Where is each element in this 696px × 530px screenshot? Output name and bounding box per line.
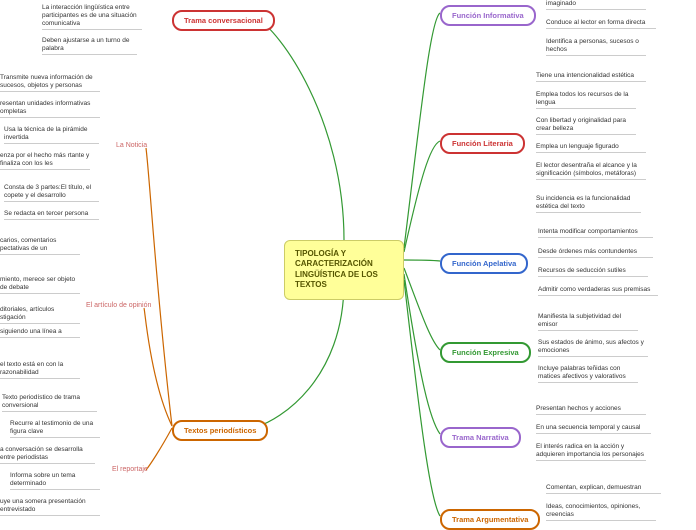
leaf-right-20: Ideas, conocimientos, opiniones, creenci… [546,503,656,519]
leaf-right-4: Emplea todos los recursos de la lengua [536,91,636,107]
leaf-right-16: Presentan hechos y acciones [536,405,646,413]
sublabel-la_noticia: La Noticia [116,142,147,149]
connector-9 [146,148,172,426]
branch-trama_narr: Trama Narrativa [440,427,521,448]
connector-1 [256,282,344,427]
leaf-right-5: Con libertad y originalidad para crear b… [536,117,636,133]
center-title: TIPOLOGÍA Y CARACTERIZACIÓN LINGÜÍSTICA … [295,249,378,289]
leaf-left-11: siguiendo una línea a [0,328,80,336]
sublabel-el_reportaje: El reportaje [112,466,148,473]
leaf-right-6: Emplea un lenguaje figurado [536,143,646,151]
connector-5 [404,268,440,350]
connector-3 [404,141,440,252]
leaf-left-12: el texto está en con la razonabilidad [0,361,80,377]
leaf-left-15: a conversación se desarrolla entre perio… [0,446,95,462]
leaf-left-4: Usa la técnica de la pirámide invertida [4,126,99,142]
leaf-right-14: Sus estados de ánimo, sus afectos y emoc… [538,339,648,355]
leaf-left-1: Deben ajustarse a un turno de palabra [42,37,137,53]
leaf-left-3: resentan unidades informativas ompletas [0,100,100,116]
leaf-left-5: enza por el hecho más rtante y finaliza … [0,152,90,168]
leaf-right-12: Admitir como verdaderas sus premisas [538,286,658,294]
leaf-right-3: Tiene una intencionalidad estética [536,72,646,80]
branch-trama_conv: Trama conversacional [172,10,275,31]
leaf-left-7: Se redacta en tercer persona [4,210,99,218]
connector-7 [404,280,440,516]
leaf-right-0: imaginado [546,0,646,8]
leaf-right-10: Desde órdenes más contundentes [538,248,653,256]
center-node: TIPOLOGÍA Y CARACTERIZACIÓN LINGÜÍSTICA … [284,240,404,300]
branch-func_expr: Función Expresiva [440,342,531,363]
connector-0 [256,18,344,240]
leaf-left-13: Texto periodístico de trama conversional [2,394,97,410]
leaf-left-0: La interacción lingüística entre partici… [42,4,142,28]
leaf-right-2: Identifica a personas, sucesos o hechos [546,38,646,54]
leaf-left-17: uye una somera presentación entrevistado [0,498,100,514]
leaf-right-15: Incluye palabras teñidas con matices afe… [538,365,638,381]
leaf-right-9: Intenta modificar comportamientos [538,228,653,236]
leaf-left-9: miento, merece ser objeto de debate [0,276,80,292]
connector-8 [144,308,172,426]
leaf-right-17: En una secuencia temporal y causal [536,424,651,432]
branch-textos_per: Textos periodísticos [172,420,268,441]
leaf-left-10: ditoriales, artículos stigación [0,306,80,322]
leaf-right-11: Recursos de seducción sutiles [538,267,648,275]
leaf-left-6: Consta de 3 partes:El título, el copete … [4,184,99,200]
leaf-right-18: El interés radica en la acción y adquier… [536,443,646,459]
leaf-right-1: Conduce al lector en forma directa [546,19,656,27]
leaf-left-2: Transmite nueva información de sucesos, … [0,74,100,90]
connector-6 [404,274,440,434]
leaf-left-16: Informa sobre un tema determinado [10,472,100,488]
connector-4 [404,260,440,261]
leaf-right-13: Manifiesta la subjetividad del emisor [538,313,638,329]
leaf-right-7: El lector desentraña el alcance y la sig… [536,162,646,178]
branch-func_lit: Función Literaria [440,133,525,154]
branch-func_info: Función Informativa [440,5,536,26]
branch-func_apel: Función Apelativa [440,253,528,274]
leaf-right-8: Su incidencia es la funcionalidad estéti… [536,195,641,211]
leaf-left-14: Recurre al testimonio de una figura clav… [10,420,100,436]
leaf-right-19: Comentan, explican, demuestran [546,484,661,492]
connector-10 [146,428,172,470]
leaf-left-8: carios, comentarios pectativas de un [0,237,80,253]
connector-2 [404,13,440,248]
sublabel-articulo_op: El artículo de opinión [86,302,151,309]
